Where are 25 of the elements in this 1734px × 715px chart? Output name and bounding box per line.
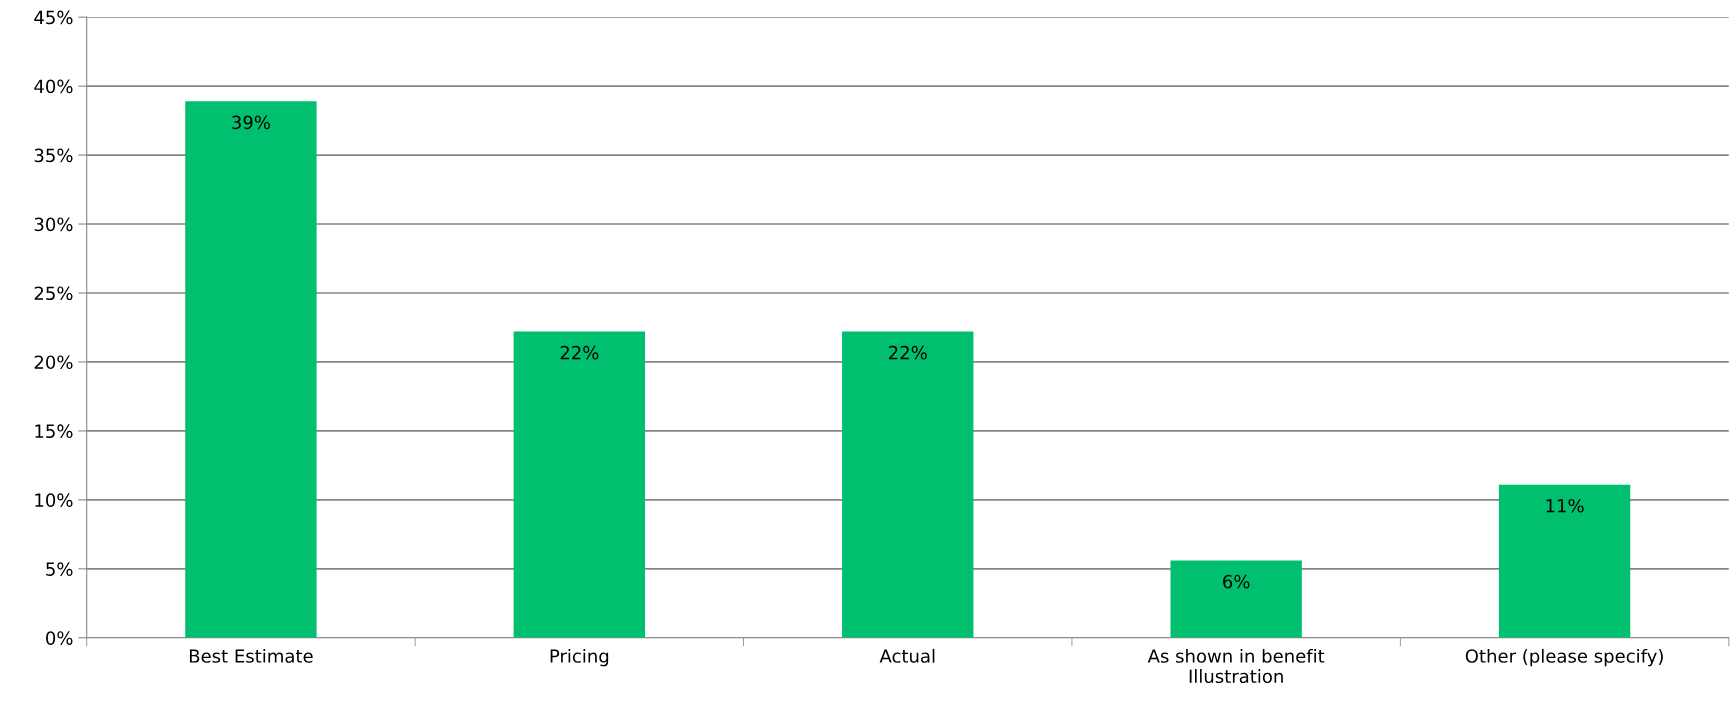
y-tick-label: 15% bbox=[35, 424, 73, 439]
data-label: 11% bbox=[1546, 498, 1584, 513]
y-tick-label: 10% bbox=[35, 493, 73, 507]
x-tick-label: Best Estimate bbox=[189, 648, 313, 663]
bar bbox=[185, 101, 317, 638]
x-tick-label: Actual bbox=[879, 648, 935, 663]
y-tick-label: 40% bbox=[34, 79, 73, 94]
y-tick-label: 30% bbox=[34, 217, 73, 232]
bar bbox=[1170, 560, 1302, 638]
bar bbox=[842, 331, 974, 638]
x-tick-label: As shown in benefit Illustration bbox=[1147, 648, 1325, 684]
y-tick-label: 25% bbox=[34, 286, 73, 301]
data-label: 6% bbox=[1223, 574, 1250, 589]
y-tick-label: 0% bbox=[46, 631, 73, 645]
y-tick-label: 35% bbox=[34, 148, 73, 163]
bar bbox=[1498, 484, 1631, 638]
data-label: 39% bbox=[232, 115, 270, 130]
data-label: 22% bbox=[889, 345, 927, 360]
data-label: 22% bbox=[560, 345, 599, 360]
y-tick-label: 45% bbox=[34, 10, 73, 25]
y-tick-label: 5% bbox=[46, 562, 73, 576]
bar bbox=[513, 331, 646, 638]
y-tick-label: 20% bbox=[34, 355, 73, 370]
x-tick-label: Pricing bbox=[550, 648, 609, 667]
x-tick-label: Other (please specify) bbox=[1465, 648, 1663, 667]
